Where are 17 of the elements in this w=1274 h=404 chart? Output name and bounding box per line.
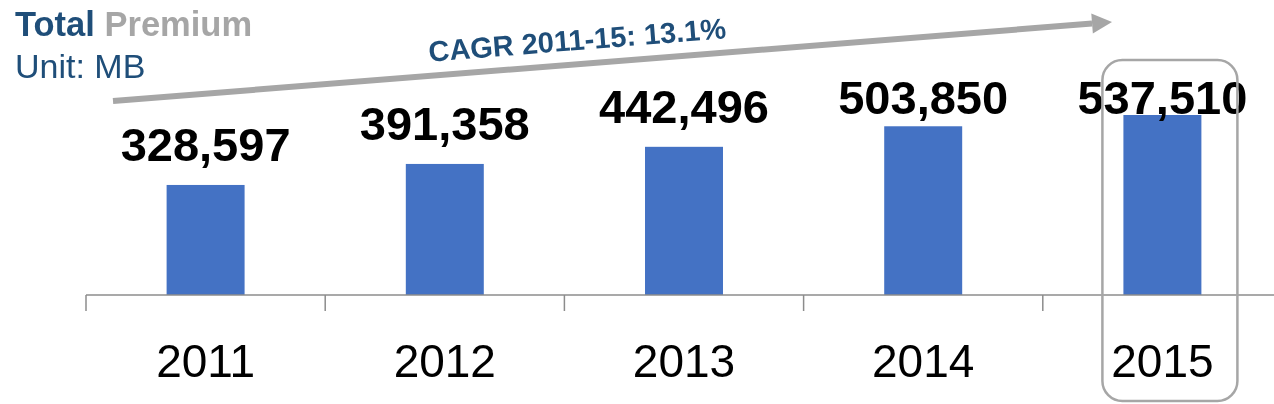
chart-title: Total Premium: [15, 5, 253, 43]
text: CAGR 2011-15: 13.1%: [427, 12, 728, 68]
data-label: 391,358: [359, 96, 530, 150]
bar: [405, 163, 484, 295]
data-label: 442,496: [599, 79, 769, 133]
bar: [884, 126, 963, 295]
data-label: 328,597: [120, 117, 291, 171]
x-tick-label: 2014: [872, 335, 975, 387]
bar: [166, 184, 245, 295]
x-tick-label: 2012: [393, 335, 496, 387]
data-label: 503,850: [838, 71, 1009, 124]
x-tick-label: 2015: [1111, 335, 1214, 387]
chart-subtitle: Unit: MB: [15, 47, 146, 85]
x-tick-label: 2011: [156, 335, 256, 387]
x-tick-label: 2013: [632, 335, 736, 387]
bar: [645, 146, 723, 295]
data-label: 537,510: [1077, 71, 1248, 124]
